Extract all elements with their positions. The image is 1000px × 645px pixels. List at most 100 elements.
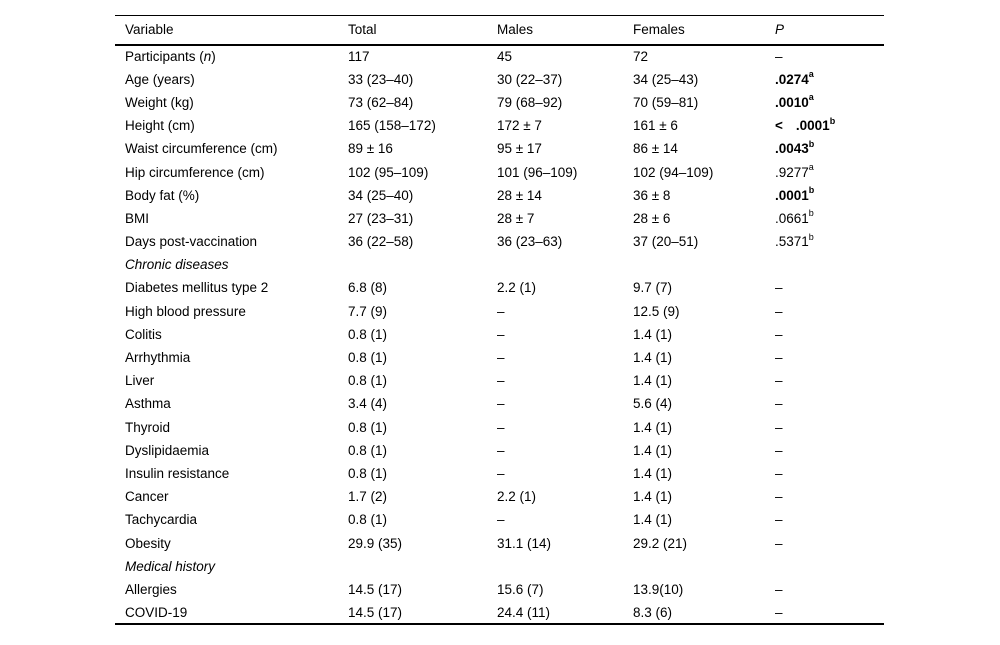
footnote-marker: a xyxy=(808,92,814,103)
header-variable: Variable xyxy=(115,15,348,46)
females-cell: 9.7 (7) xyxy=(633,280,673,296)
females-cell: 161 ± 6 xyxy=(633,118,678,134)
table-row: Tachycardia 0.8 (1) – 1.4 (1) – xyxy=(115,508,884,531)
males-cell: 28 ± 7 xyxy=(497,210,535,226)
males-cell: – xyxy=(497,303,505,319)
total-cell: 34 (25–40) xyxy=(348,187,414,203)
table-row: Obesity 29.9 (35) 31.1 (14) 29.2 (21) – xyxy=(115,531,884,554)
total-cell: 14.5 (17) xyxy=(348,581,403,597)
variable-cell: COVID-19 xyxy=(125,604,188,620)
males-cell: 172 ± 7 xyxy=(497,118,542,134)
total-cell: 0.8 (1) xyxy=(348,442,388,458)
total-cell: 6.8 (8) xyxy=(348,280,388,296)
males-cell: – xyxy=(497,465,505,481)
p-value-cell: – xyxy=(775,489,783,505)
variable-cell: Dyslipidaemia xyxy=(125,442,210,458)
footnote-marker: b xyxy=(808,231,814,242)
females-cell: 70 (59–81) xyxy=(633,94,699,110)
variable-cell: Weight (kg) xyxy=(125,94,194,110)
females-cell: 1.4 (1) xyxy=(633,442,673,458)
p-value-cell: – xyxy=(775,535,783,551)
females-cell: 72 xyxy=(633,49,649,65)
males-cell: – xyxy=(497,373,505,389)
total-cell: 0.8 (1) xyxy=(348,512,388,528)
total-cell xyxy=(348,555,497,578)
p-value-cell: .0001b xyxy=(775,185,815,203)
total-cell: 0.8 (1) xyxy=(348,465,388,481)
section-label: Chronic diseases xyxy=(125,257,229,273)
males-cell: 79 (68–92) xyxy=(497,94,563,110)
p-value-cell: .0043b xyxy=(775,138,815,157)
p-value-cell: – xyxy=(775,512,783,528)
total-cell: 1.7 (2) xyxy=(348,489,388,505)
females-cell: 28 ± 6 xyxy=(633,210,671,226)
variable-cell: Days post-vaccination xyxy=(125,234,258,250)
females-cell: 102 (94–109) xyxy=(633,164,714,180)
variable-cell: Participants (n) xyxy=(125,49,216,65)
variable-cell: Tachycardia xyxy=(125,512,198,528)
p-value-cell: .0010a xyxy=(775,92,814,110)
variable-cell: High blood pressure xyxy=(125,303,246,319)
variable-cell: Liver xyxy=(125,373,155,389)
p-value-cell: – xyxy=(775,419,783,435)
females-cell: 12.5 (9) xyxy=(633,303,680,319)
table-row: Thyroid 0.8 (1) – 1.4 (1) – xyxy=(115,416,884,439)
total-cell: 73 (62–84) xyxy=(348,94,414,110)
total-cell: 0.8 (1) xyxy=(348,326,388,342)
header-row: Variable Total Males Females P xyxy=(115,15,884,46)
p-value-cell: – xyxy=(775,280,783,296)
footnote-marker: a xyxy=(808,69,814,80)
males-cell: – xyxy=(497,419,505,435)
variable-cell: Asthma xyxy=(125,396,171,412)
total-cell: 7.7 (9) xyxy=(348,303,388,319)
males-cell: 2.2 (1) xyxy=(497,489,537,505)
total-cell: 165 (158–172) xyxy=(348,118,436,134)
females-cell: 86 ± 14 xyxy=(633,141,678,157)
total-cell: 0.8 (1) xyxy=(348,373,388,389)
variable-cell: Cancer xyxy=(125,489,169,505)
p-value-cell: .5371b xyxy=(775,231,814,250)
total-cell: 0.8 (1) xyxy=(348,419,388,435)
footnote-marker: a xyxy=(808,162,814,173)
p-value-cell: – xyxy=(775,373,783,389)
males-cell: 95 ± 17 xyxy=(497,141,542,157)
variable-cell: Colitis xyxy=(125,326,162,342)
total-cell: 0.8 (1) xyxy=(348,350,388,366)
footnote-marker: b xyxy=(808,208,814,219)
females-cell: 1.4 (1) xyxy=(633,350,673,366)
table-row: Participants (n) 117 45 72 – xyxy=(115,45,884,68)
table-row: BMI 27 (23–31) 28 ± 7 28 ± 6 .0661b xyxy=(115,207,884,230)
variable-cell: Waist circumference (cm) xyxy=(125,141,278,157)
table-row: Asthma 3.4 (4) – 5.6 (4) – xyxy=(115,392,884,415)
total-cell: 36 (22–58) xyxy=(348,234,414,250)
table-body: Participants (n) 117 45 72 – Age (years) 33 (2… xyxy=(115,45,884,625)
total-cell: 14.5 (17) xyxy=(348,604,403,620)
total-cell: 117 xyxy=(348,49,370,65)
less-than-sign: < xyxy=(775,118,783,134)
p-value-cell: .9277a xyxy=(775,162,814,180)
total-cell: 33 (23–40) xyxy=(348,71,414,87)
p-value-cell: – xyxy=(775,350,783,366)
females-cell: 1.4 (1) xyxy=(633,465,673,481)
variable-cell: BMI xyxy=(125,210,150,226)
table-row: Dyslipidaemia 0.8 (1) – 1.4 (1) – xyxy=(115,439,884,462)
males-cell xyxy=(497,555,633,578)
males-cell: 45 xyxy=(497,49,513,65)
males-cell: 36 (23–63) xyxy=(497,234,563,250)
table-row: Age (years) 33 (23–40) 30 (22–37) 34 (25–43… xyxy=(115,68,884,91)
footnote-marker: b xyxy=(829,115,836,126)
p-value-cell: – xyxy=(775,442,783,458)
p-value-cell: – xyxy=(775,581,783,597)
variable-cell: Body fat (%) xyxy=(125,187,200,203)
header-males: Males xyxy=(497,15,633,46)
variable-cell: Allergies xyxy=(125,581,177,597)
total-cell: 29.9 (35) xyxy=(348,535,403,551)
females-cell: 37 (20–51) xyxy=(633,234,699,250)
females-cell xyxy=(633,555,775,578)
variable-cell: Height (cm) xyxy=(125,118,195,134)
table-row: Weight (kg) 73 (62–84) 79 (68–92) 70 (59–81… xyxy=(115,91,884,114)
variable-cell: Age (years) xyxy=(125,71,195,87)
males-cell: 101 (96–109) xyxy=(497,164,578,180)
section-row: Medical history xyxy=(115,555,884,578)
males-cell: 2.2 (1) xyxy=(497,280,537,296)
